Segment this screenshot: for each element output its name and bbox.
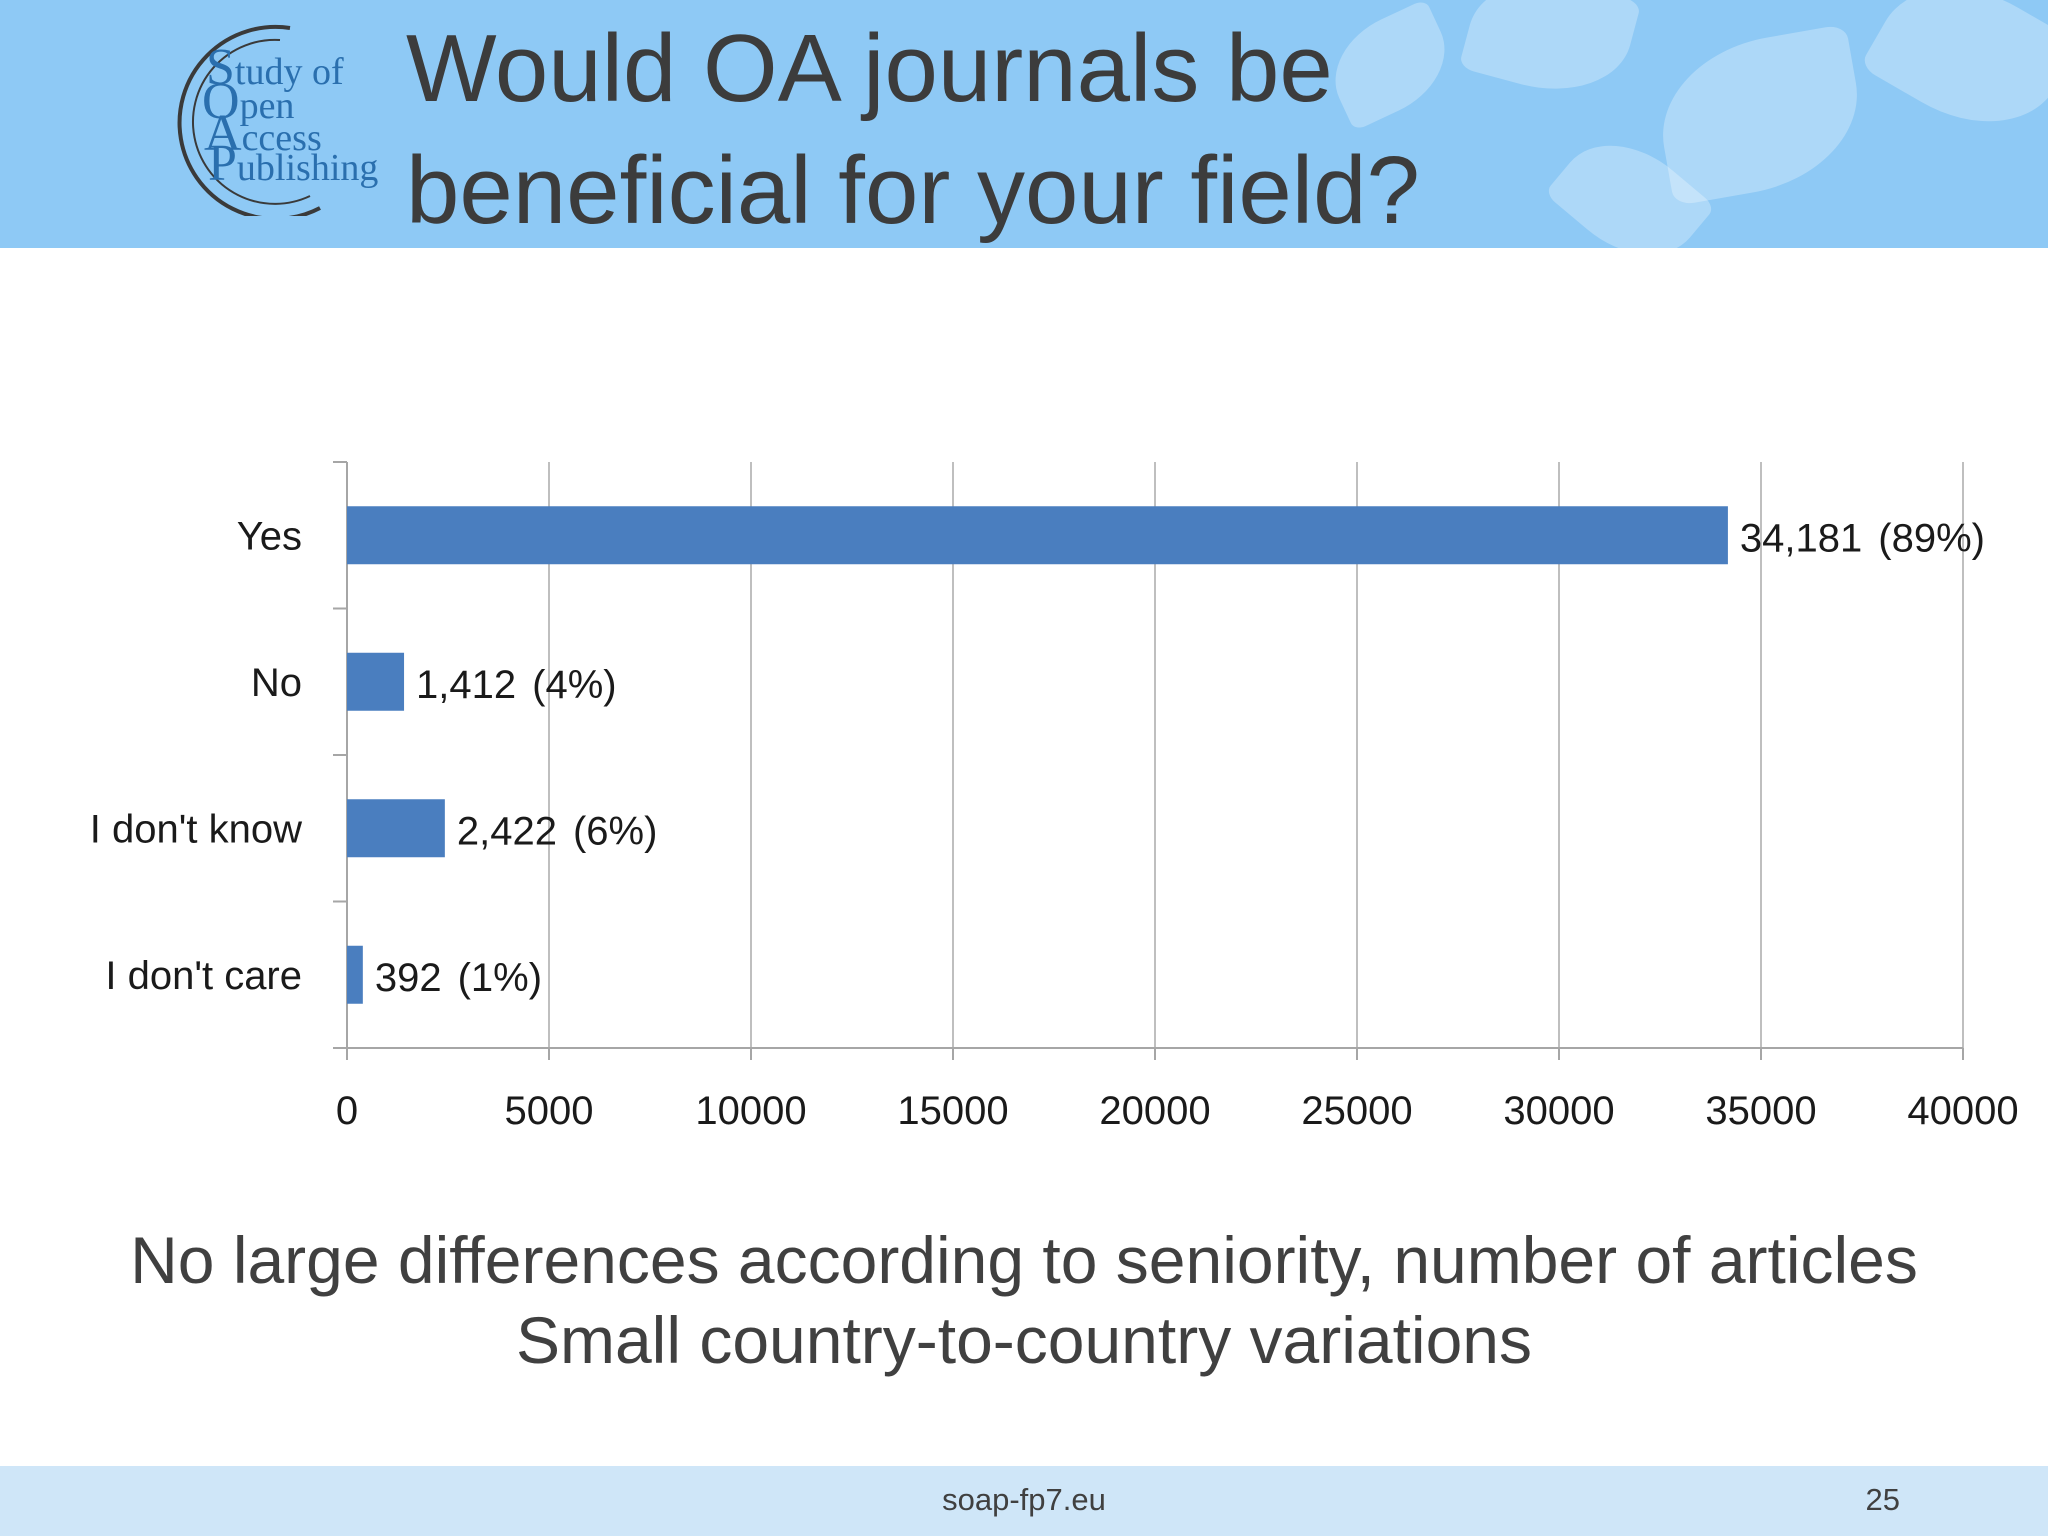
slide-caption: No large differences according to senior… [0,1220,2048,1380]
bar [347,945,363,1004]
data-label: 2,422 [457,809,557,853]
x-tick-label: 25000 [1301,1089,1412,1133]
x-tick-label: 40000 [1907,1089,2018,1133]
x-tick-label: 5000 [505,1089,594,1133]
bar [347,799,445,858]
slide-title-line: beneficial for your field? [406,137,1420,244]
category-label: Yes [237,514,302,558]
percent-label: (89%) [1878,516,1985,560]
x-tick-label: 15000 [897,1089,1008,1133]
logo-arc-icon [177,24,321,216]
caption-line: No large differences according to senior… [130,1223,1918,1297]
bar-chart-svg: 0 5000 10000 15000 20000 25000 30000 35000 40000… [90,461,2019,1133]
x-tick-label: 10000 [695,1089,806,1133]
bar-chart: 0 5000 10000 15000 20000 25000 30000 35000 40000… [0,440,2048,1170]
soap-logo: Study of Open Access Publishing [160,20,378,216]
caption-line: Small country-to-country variations [515,1303,1533,1377]
bar [347,652,405,711]
x-tick-label: 20000 [1099,1089,1210,1133]
slide-title: Would OA journals be beneficial for your… [406,8,2006,248]
page-number: 25 [1865,1482,1900,1517]
slide-header: Study of Open Access Publishing Would OA… [0,0,2048,248]
logo-line: Open [202,73,295,130]
logo-line: Access [204,105,322,162]
x-tick-label: 35000 [1705,1089,1816,1133]
x-tick-label: 30000 [1503,1089,1614,1133]
footer-url: soap-fp7.eu [942,1482,1106,1517]
category-label: I don't know [90,807,302,851]
bar [347,506,1728,565]
category-label: I don't care [105,954,302,998]
percent-label: (4%) [532,663,616,707]
percent-label: (6%) [573,809,657,853]
logo-line: Study of [206,39,344,96]
slide-title-line: Would OA journals be [406,15,1333,122]
x-tick-label: 0 [336,1089,358,1133]
data-label: 34,181 [1740,516,1862,560]
data-label: 1,412 [416,663,516,707]
percent-label: (1%) [458,956,542,1000]
data-label: 392 [375,956,442,1000]
logo-line: Publishing [208,135,379,192]
category-label: No [251,661,302,705]
slide-footer: soap-fp7.eu 25 [0,1466,2048,1536]
